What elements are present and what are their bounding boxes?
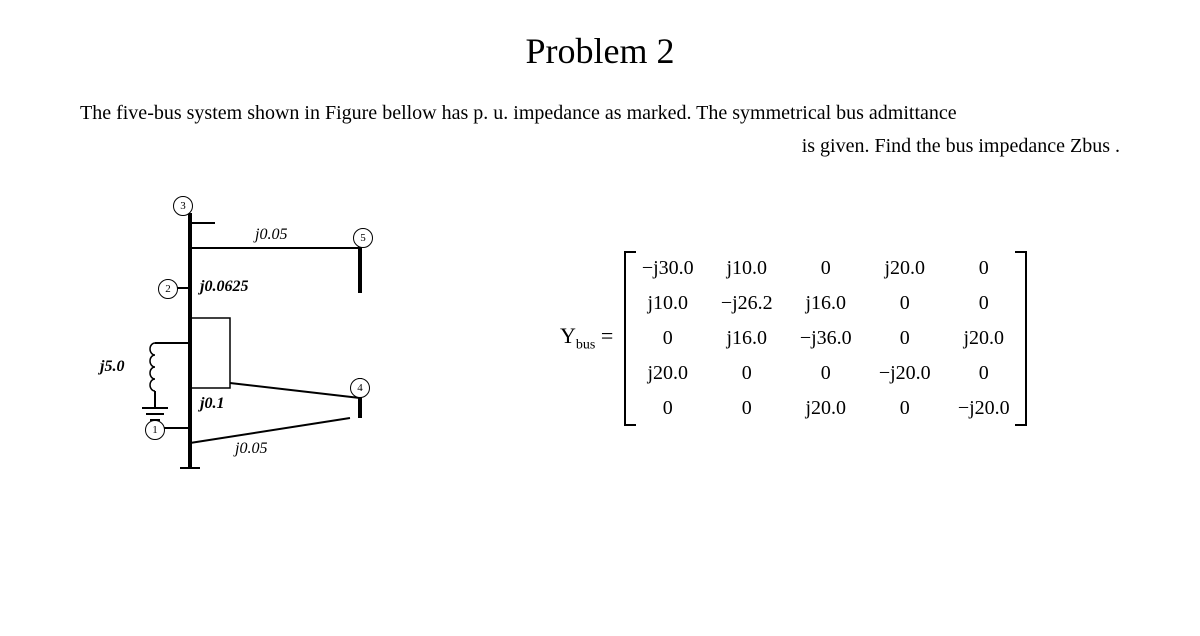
content-area: 3 5 2 4 1 j0.05 j0.0625 j0.1 j0.05 j5.0 … bbox=[0, 178, 1200, 498]
impedance-j005-bottom: j0.05 bbox=[235, 440, 267, 458]
matrix-cell: −j36.0 bbox=[786, 321, 865, 356]
matrix-cell: j10.0 bbox=[628, 286, 707, 321]
matrix-cell: 0 bbox=[786, 356, 865, 391]
impedance-j00625: j0.0625 bbox=[200, 278, 248, 296]
impedance-j5: j5.0 bbox=[100, 358, 124, 376]
ybus-section: Ybus = −j30.0 j10.0 0 j20.0 0 j10.0 −j26… bbox=[560, 251, 1023, 426]
matrix-cell: 0 bbox=[865, 286, 944, 321]
page-title: Problem 2 bbox=[0, 0, 1200, 72]
matrix-cell: −j20.0 bbox=[865, 356, 944, 391]
bracket-right bbox=[1015, 251, 1027, 426]
matrix-cell: j20.0 bbox=[865, 251, 944, 286]
problem-description-line1: The five-bus system shown in Figure bell… bbox=[0, 72, 1200, 135]
matrix-cell: j20.0 bbox=[628, 356, 707, 391]
matrix-cell: j20.0 bbox=[944, 321, 1023, 356]
matrix-cell: 0 bbox=[628, 391, 707, 426]
bracket-left bbox=[624, 251, 636, 426]
matrix-cell: −j26.2 bbox=[707, 286, 786, 321]
matrix-cell: j16.0 bbox=[707, 321, 786, 356]
matrix-cell: 0 bbox=[865, 321, 944, 356]
matrix-cell: 0 bbox=[707, 391, 786, 426]
problem-description-line2: is given. Find the bus impedance Zbus . bbox=[0, 135, 1200, 178]
matrix-cell: 0 bbox=[944, 356, 1023, 391]
matrix-cell: j20.0 bbox=[786, 391, 865, 426]
matrix-cell: 0 bbox=[628, 321, 707, 356]
bus-node-3: 3 bbox=[173, 196, 193, 216]
ybus-matrix: −j30.0 j10.0 0 j20.0 0 j10.0 −j26.2 j16.… bbox=[628, 251, 1023, 426]
matrix-cell: −j20.0 bbox=[944, 391, 1023, 426]
matrix-cell: 0 bbox=[944, 251, 1023, 286]
ybus-label: Ybus = bbox=[560, 323, 613, 353]
matrix-cell: 0 bbox=[865, 391, 944, 426]
circuit-diagram: 3 5 2 4 1 j0.05 j0.0625 j0.1 j0.05 j5.0 bbox=[60, 188, 460, 488]
table-row: 0 0 j20.0 0 −j20.0 bbox=[628, 391, 1023, 426]
table-row: 0 j16.0 −j36.0 0 j20.0 bbox=[628, 321, 1023, 356]
matrix-cell: j16.0 bbox=[786, 286, 865, 321]
table-row: j10.0 −j26.2 j16.0 0 0 bbox=[628, 286, 1023, 321]
table-row: j20.0 0 0 −j20.0 0 bbox=[628, 356, 1023, 391]
matrix-cell: 0 bbox=[944, 286, 1023, 321]
impedance-j005-top: j0.05 bbox=[255, 226, 287, 244]
bus-node-1: 1 bbox=[145, 420, 165, 440]
matrix-cell: j10.0 bbox=[707, 251, 786, 286]
matrix-cell: 0 bbox=[707, 356, 786, 391]
bus-node-4: 4 bbox=[350, 378, 370, 398]
impedance-j01: j0.1 bbox=[200, 395, 224, 413]
matrix-cell: 0 bbox=[786, 251, 865, 286]
matrix-cell: −j30.0 bbox=[628, 251, 707, 286]
bus-node-5: 5 bbox=[353, 228, 373, 248]
table-row: −j30.0 j10.0 0 j20.0 0 bbox=[628, 251, 1023, 286]
bus-node-2: 2 bbox=[158, 279, 178, 299]
